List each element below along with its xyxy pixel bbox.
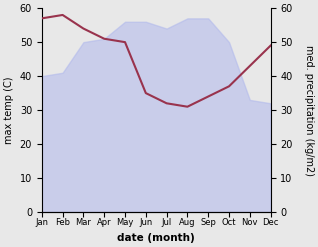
Y-axis label: med. precipitation (kg/m2): med. precipitation (kg/m2)	[304, 45, 314, 176]
X-axis label: date (month): date (month)	[117, 233, 195, 243]
Y-axis label: max temp (C): max temp (C)	[4, 76, 14, 144]
